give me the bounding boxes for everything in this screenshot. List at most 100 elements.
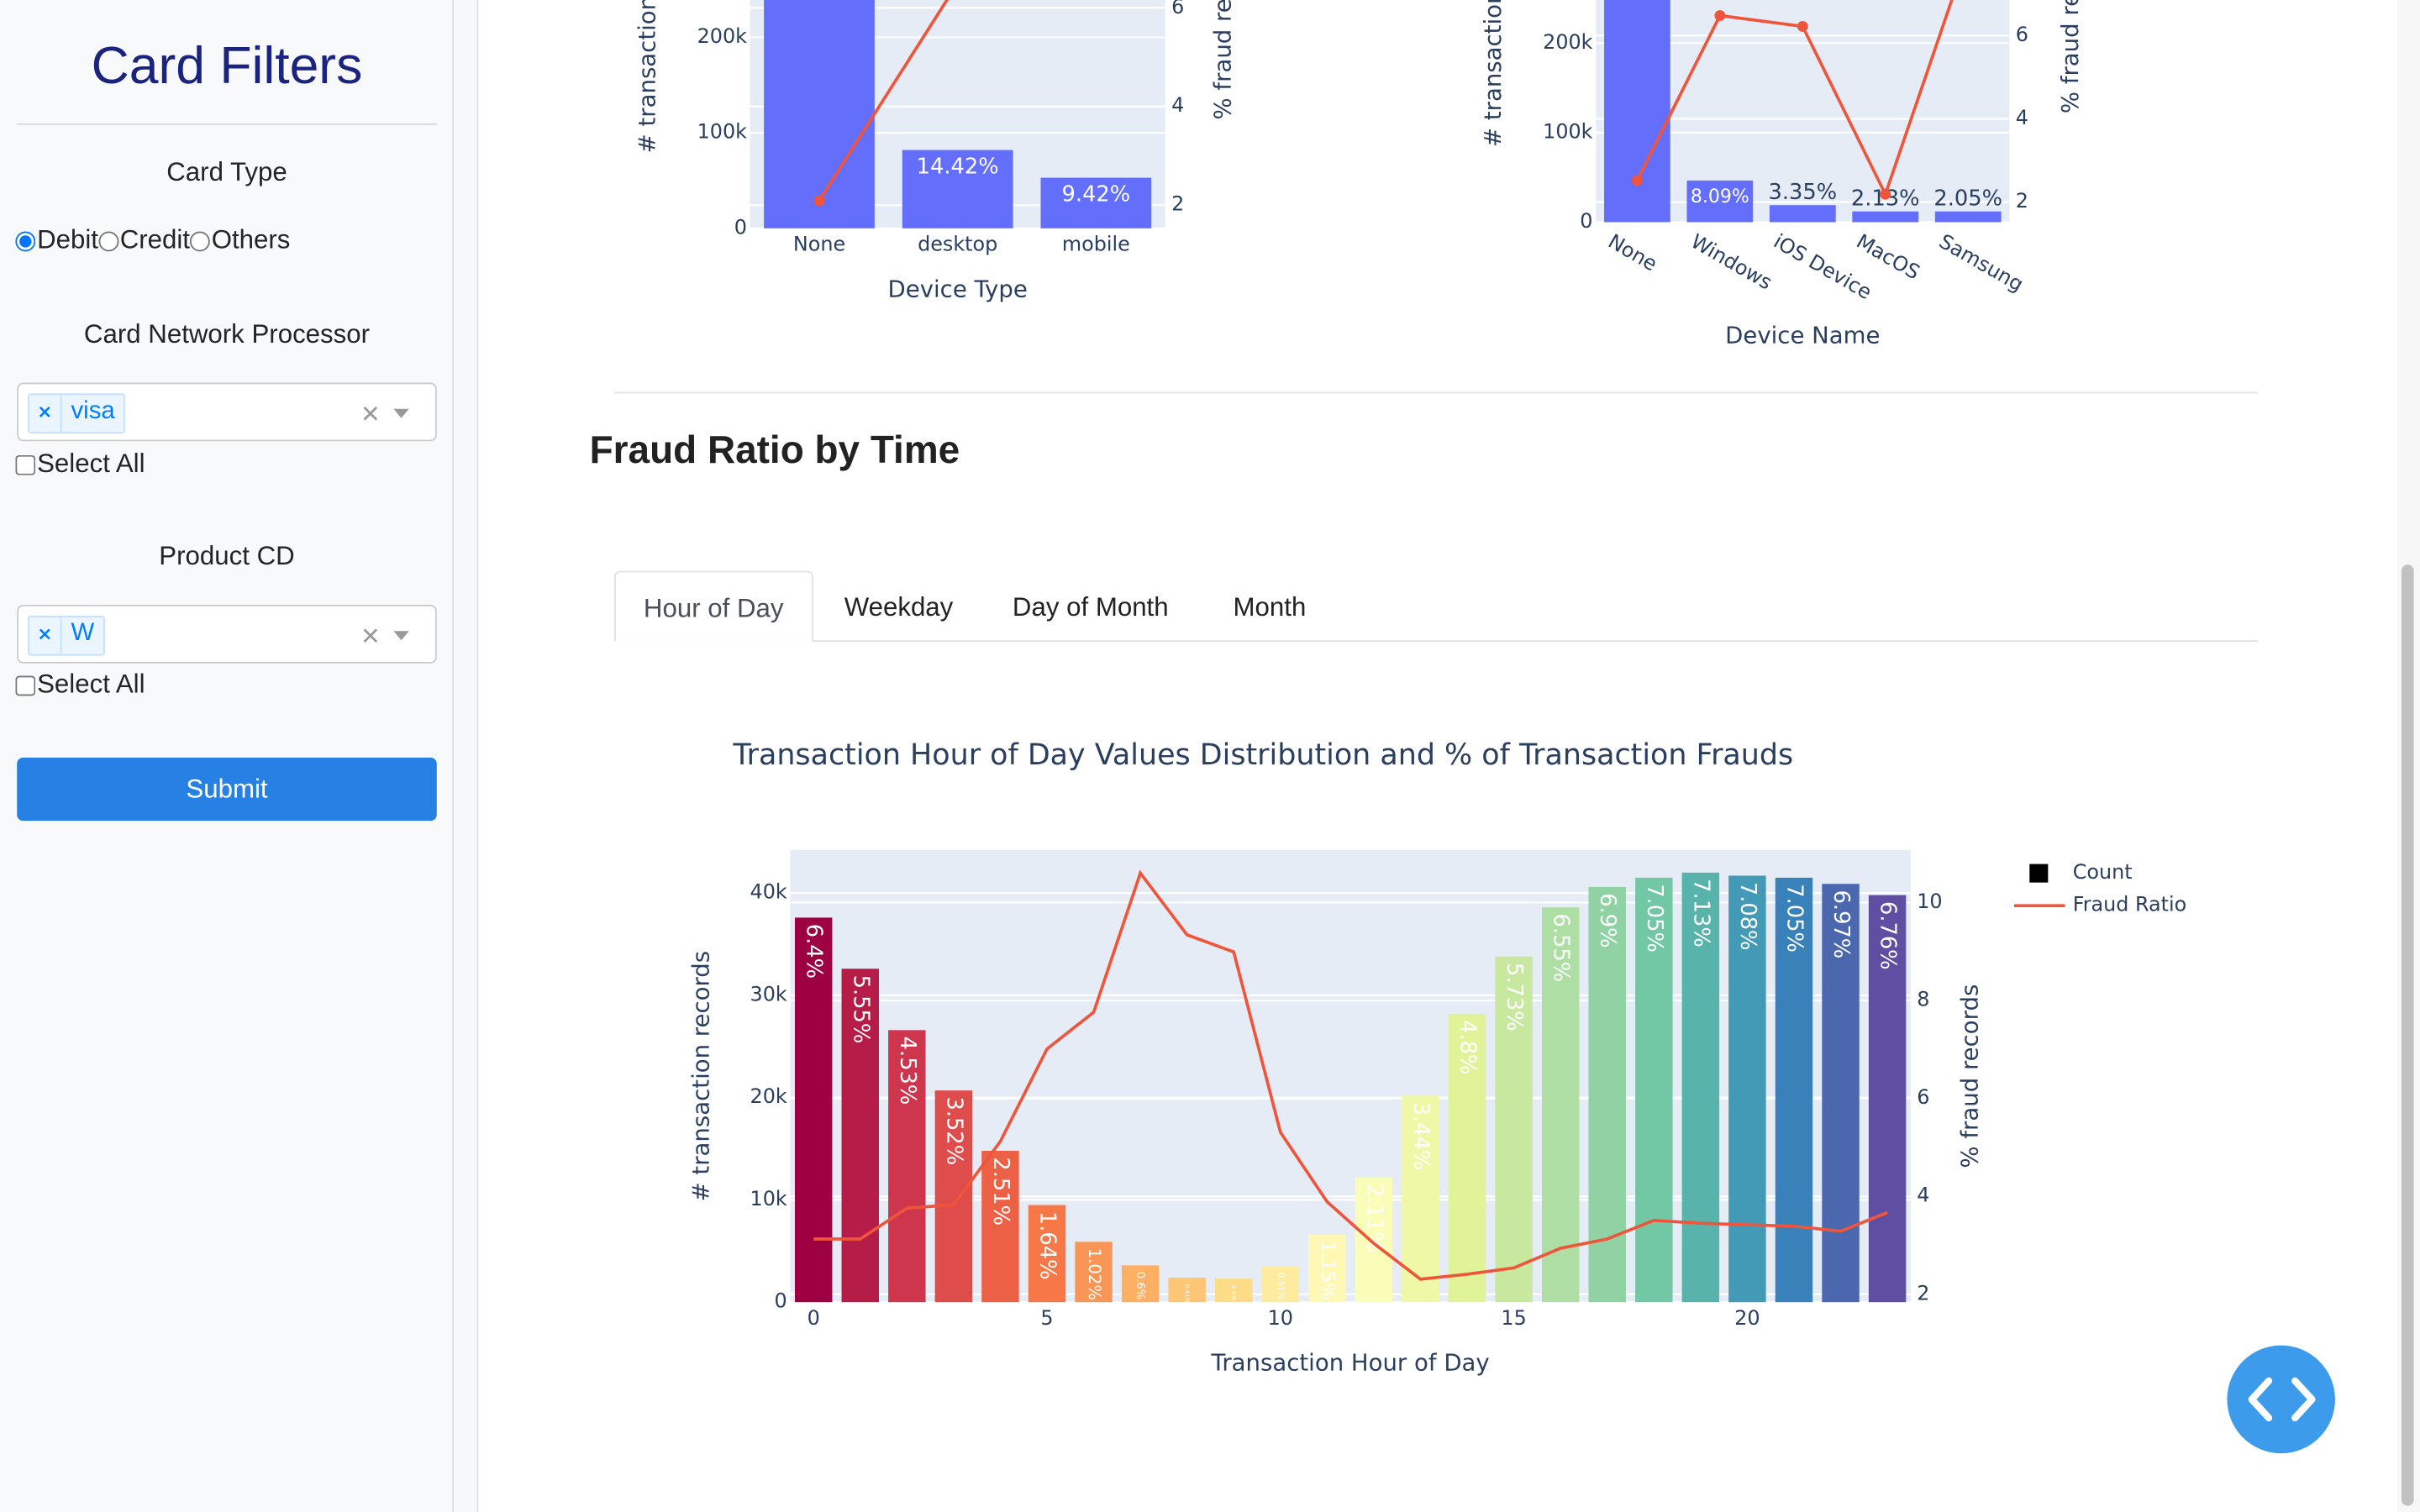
select-all[interactable]: Select All bbox=[15, 669, 145, 701]
radio-label: Others bbox=[211, 225, 291, 255]
y-tick-label: 200k bbox=[697, 24, 748, 48]
line-marker bbox=[1797, 20, 1808, 32]
scrollbar-thumb[interactable] bbox=[2401, 564, 2414, 1506]
line-marker bbox=[1714, 10, 1726, 21]
legend-label: Fraud Ratio bbox=[2073, 893, 2187, 916]
select-all-text: Select All bbox=[37, 449, 145, 479]
code-button[interactable] bbox=[2227, 1345, 2335, 1454]
select-all-text: Select All bbox=[37, 669, 145, 700]
radio[interactable] bbox=[15, 230, 36, 251]
radio[interactable] bbox=[97, 230, 118, 251]
y2-tick-label: 6 bbox=[1917, 1085, 1929, 1109]
bar-label: 2.11% bbox=[1361, 1184, 1386, 1252]
y2-axis-title: % fraud records bbox=[1210, 0, 1237, 120]
x-tick-label: None bbox=[1604, 229, 1661, 276]
x-tick-label: Windows bbox=[1687, 229, 1776, 295]
selected-tag[interactable]: visa bbox=[28, 393, 126, 434]
divider bbox=[17, 123, 437, 125]
x-axis-title: Transaction Hour of Day bbox=[1211, 1350, 1490, 1377]
line-marker bbox=[1631, 175, 1643, 186]
bar bbox=[841, 969, 879, 1303]
y2-tick-label: 6 bbox=[1171, 0, 1184, 18]
bar bbox=[888, 1030, 926, 1303]
dropdown-icons[interactable] bbox=[361, 404, 423, 423]
bar-label: 7.13% bbox=[1688, 879, 1713, 948]
tab[interactable]: Hour of Day bbox=[614, 570, 813, 643]
select-all[interactable]: Select All bbox=[15, 449, 145, 480]
tag-remove[interactable] bbox=[29, 395, 62, 433]
dropdown-icons[interactable] bbox=[361, 627, 423, 645]
bar-label: 7.05% bbox=[1781, 884, 1807, 953]
y2-axis-title: % fraud records bbox=[2057, 0, 2084, 113]
bar-label: 6.4% bbox=[802, 924, 827, 979]
chart-title: Transaction Hour of Day Values Distribut… bbox=[732, 738, 1793, 772]
bar-label: 14.42% bbox=[917, 154, 999, 179]
bar bbox=[1075, 1242, 1113, 1303]
y-tick-label: 100k bbox=[1543, 119, 1593, 143]
selected-tag[interactable]: W bbox=[28, 615, 106, 656]
tag-remove[interactable] bbox=[29, 617, 62, 654]
bar bbox=[1215, 1278, 1253, 1303]
y2-tick-label: 4 bbox=[1171, 93, 1184, 117]
bar-label: 4.8% bbox=[1455, 1020, 1481, 1074]
x-tick-label: 15 bbox=[1501, 1306, 1526, 1330]
bar-label: 5.73% bbox=[1502, 963, 1527, 1032]
bar bbox=[1495, 956, 1533, 1303]
network-dropdown[interactable]: visa bbox=[17, 382, 437, 442]
sidebar-title: Card Filters bbox=[91, 37, 363, 96]
y-axis-title: # transaction records bbox=[634, 0, 660, 153]
select-all-checkbox[interactable] bbox=[15, 675, 36, 696]
radio-label: Debit bbox=[37, 225, 98, 255]
submit-button[interactable]: Submit bbox=[17, 757, 437, 822]
y-tick-label: 100k bbox=[697, 120, 748, 144]
bar bbox=[1028, 1205, 1066, 1303]
gutter bbox=[454, 0, 479, 1512]
bar bbox=[1775, 877, 1813, 1303]
bar-label: 7.05% bbox=[1642, 884, 1667, 953]
bar bbox=[1868, 895, 1907, 1303]
bar-label: 5.55% bbox=[848, 975, 873, 1044]
bar bbox=[981, 1151, 1019, 1303]
bar bbox=[1728, 875, 1766, 1303]
bar bbox=[1355, 1177, 1393, 1303]
bar bbox=[1308, 1234, 1346, 1303]
tab[interactable]: Weekday bbox=[844, 592, 954, 622]
y2-tick-label: 10 bbox=[1917, 890, 1942, 913]
bar-label: 3.52% bbox=[941, 1097, 966, 1166]
bar-label: 1.02% bbox=[1085, 1248, 1104, 1300]
y2-axis-title: % fraud records bbox=[1957, 984, 1984, 1168]
bar-label: 0.61% bbox=[1276, 1273, 1285, 1300]
y-tick-label: 0 bbox=[1580, 209, 1592, 233]
bar-label: 0.6% bbox=[1134, 1272, 1146, 1300]
y-axis-title: # transaction records bbox=[688, 951, 715, 1202]
select-all-checkbox[interactable] bbox=[15, 454, 36, 475]
y-tick-label: 30k bbox=[750, 982, 787, 1005]
tabs: Hour of Day Weekday Day of Month Month bbox=[614, 570, 2259, 643]
section-title: Fraud Ratio by Time bbox=[589, 428, 960, 473]
bar-label: 6.55% bbox=[1549, 914, 1574, 983]
y2-tick-label: 2 bbox=[1171, 192, 1184, 216]
product-dropdown[interactable]: W bbox=[17, 605, 437, 664]
bar bbox=[1934, 211, 2002, 223]
tab[interactable]: Day of Month bbox=[1012, 592, 1169, 622]
network-label: Card Network Processor bbox=[83, 319, 371, 349]
y-tick-label: 20k bbox=[750, 1084, 787, 1108]
bar-label: 1.64% bbox=[1034, 1211, 1060, 1280]
y-tick-label: 10k bbox=[750, 1187, 787, 1210]
tab[interactable]: Month bbox=[1233, 592, 1307, 622]
bar-label: 0.41% bbox=[1184, 1284, 1192, 1303]
bar-label: 0.4% bbox=[1230, 1285, 1238, 1301]
y2-tick-label: 2 bbox=[2016, 189, 2028, 213]
y2-tick-label: 6 bbox=[2016, 23, 2028, 46]
card-type-radios: Debit Credit Others bbox=[15, 225, 290, 256]
y-tick-label: 0 bbox=[734, 215, 747, 239]
bar-label: 8.09% bbox=[1691, 186, 1749, 207]
bar-label: 2.51% bbox=[988, 1157, 1013, 1226]
x-axis-title: Device Name bbox=[1725, 322, 1880, 349]
bar-label: 7.08% bbox=[1735, 882, 1760, 951]
bar bbox=[764, 0, 875, 228]
radio[interactable] bbox=[190, 230, 210, 251]
y-tick-label: 40k bbox=[750, 880, 787, 904]
bar-label: 6.9% bbox=[1595, 893, 1620, 948]
x-tick-label: 5 bbox=[1040, 1306, 1053, 1330]
